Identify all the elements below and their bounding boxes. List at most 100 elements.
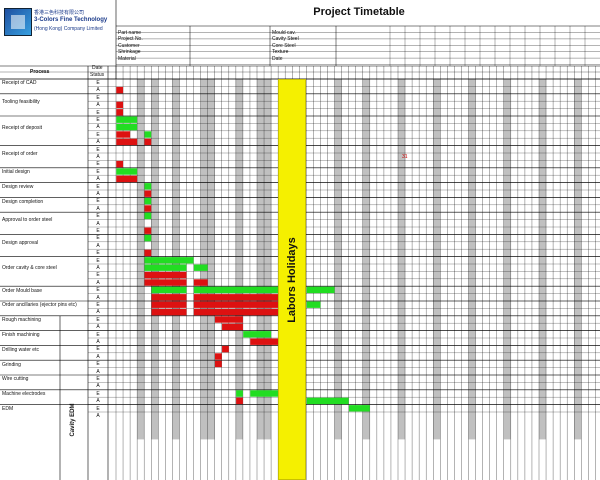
schedule-bar xyxy=(144,279,187,286)
schedule-bar xyxy=(222,323,243,331)
status-code: A xyxy=(96,324,100,331)
status-code: A xyxy=(96,124,100,131)
schedule-bar xyxy=(116,116,138,123)
schedule-bar xyxy=(116,160,124,168)
schedule-bar xyxy=(116,123,138,131)
header-field-left: Material xyxy=(118,55,136,62)
header-field-left: Customer xyxy=(118,42,140,49)
weekend-column xyxy=(200,79,208,440)
process-label: Approval to order steel xyxy=(2,217,53,224)
schedule-bar xyxy=(151,301,187,308)
schedule-bar xyxy=(222,345,229,353)
labors-holidays-label: Labors Holidays xyxy=(286,236,298,323)
process-label: Grinding xyxy=(2,361,21,368)
status-code: E xyxy=(96,390,100,397)
schedule-bar xyxy=(306,301,321,308)
status-code: E xyxy=(96,346,100,353)
process-label: Order ancillaries (ejector pins etc) xyxy=(2,302,77,309)
weekend-column xyxy=(468,79,476,440)
schedule-bar xyxy=(243,331,272,338)
status-code: A xyxy=(96,242,100,249)
status-code: A xyxy=(96,294,100,301)
schedule-bar xyxy=(215,360,222,368)
date-column-header: Date xyxy=(92,65,103,71)
status-code: E xyxy=(96,361,100,368)
status-code: A xyxy=(96,220,100,227)
schedule-bar xyxy=(116,109,124,116)
schedule-bar xyxy=(215,353,222,360)
header-field-left: Project No. xyxy=(118,36,143,43)
status-code: A xyxy=(96,176,100,183)
status-code: E xyxy=(96,213,100,220)
status-code: E xyxy=(96,168,100,175)
schedule-bar xyxy=(144,197,152,205)
process-label: Design approval xyxy=(2,239,39,246)
status-code: A xyxy=(96,413,100,419)
weekend-column xyxy=(257,79,265,440)
status-code: E xyxy=(96,161,100,168)
header-field-right: Cavity Steel xyxy=(272,36,299,43)
logo-chinese-name: 香港三色科技有限公司 xyxy=(34,10,85,16)
schedule-bar xyxy=(144,212,152,220)
process-label: Design review xyxy=(2,184,34,190)
weekend-column xyxy=(574,79,582,440)
status-code: E xyxy=(96,272,100,279)
schedule-bar xyxy=(193,308,279,316)
status-code: E xyxy=(96,257,100,264)
process-label: Initial design xyxy=(2,169,30,176)
page-title: Project Timetable xyxy=(313,6,405,18)
logo-company-suffix: (Hong Kong) Company Limited xyxy=(34,26,103,32)
status-code: A xyxy=(96,309,100,316)
status-code: A xyxy=(96,383,100,390)
header-field-right: Texture xyxy=(272,49,289,56)
schedule-bar xyxy=(144,131,152,138)
process-label: Receipt of order xyxy=(2,150,38,157)
process-label: Rough machining xyxy=(2,317,41,324)
header-field-left: Part name xyxy=(118,30,142,36)
schedule-bar xyxy=(144,190,152,197)
header-field-right: Mould cav. xyxy=(272,30,296,36)
schedule-bar xyxy=(193,264,208,271)
status-code: E xyxy=(96,198,100,205)
process-label: Receipt of deposit xyxy=(2,124,43,131)
process-label: Machine electrodes xyxy=(2,391,46,398)
schedule-bar xyxy=(250,390,279,397)
status-code: E xyxy=(96,302,100,308)
schedule-bar xyxy=(144,234,152,242)
weekend-column xyxy=(264,79,272,440)
schedule-bar xyxy=(116,101,124,109)
status-code: E xyxy=(96,376,100,382)
status-column-header: Status xyxy=(90,72,105,78)
schedule-bar xyxy=(144,138,152,146)
schedule-bar xyxy=(348,405,370,412)
process-label: Tooling feasibility xyxy=(2,98,40,105)
status-code: E xyxy=(96,235,100,242)
schedule-bar xyxy=(116,131,131,138)
schedule-bar xyxy=(144,249,152,257)
status-code: A xyxy=(96,353,100,360)
process-label: Order Mould base xyxy=(2,287,43,294)
schedule-bar xyxy=(116,86,124,94)
schedule-bar xyxy=(144,227,152,234)
labors-holidays-band: Labors Holidays xyxy=(278,79,306,480)
schedule-bar xyxy=(144,205,152,212)
status-code: A xyxy=(96,205,100,212)
cavity-edm-group-label: Cavity EDM xyxy=(70,403,76,437)
status-code: E xyxy=(96,109,100,116)
logo-mark-icon xyxy=(4,8,32,36)
schedule-bar xyxy=(144,271,187,279)
weekend-column xyxy=(433,79,441,440)
schedule-bar xyxy=(144,183,152,190)
process-label: Order cavity & core steel xyxy=(2,265,57,272)
weekend-column xyxy=(207,79,215,440)
schedule-bar xyxy=(250,338,279,345)
process-label: Finish machining xyxy=(2,332,40,338)
status-code: E xyxy=(96,94,100,101)
schedule-bar xyxy=(193,279,208,286)
schedule-bar xyxy=(236,390,243,397)
schedule-bar xyxy=(193,301,279,308)
weekend-column xyxy=(235,79,243,440)
header-field-right: Date xyxy=(272,55,283,62)
status-code: A xyxy=(96,154,100,160)
process-label: EDM xyxy=(2,406,14,412)
